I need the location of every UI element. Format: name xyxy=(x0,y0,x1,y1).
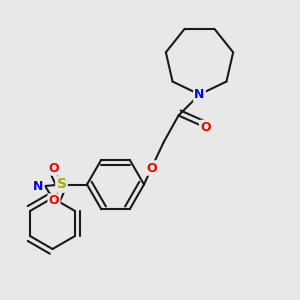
Text: O: O xyxy=(49,194,59,208)
Text: O: O xyxy=(49,161,59,175)
Text: H: H xyxy=(33,181,42,191)
Text: N: N xyxy=(194,88,205,101)
Text: O: O xyxy=(200,121,211,134)
Text: N: N xyxy=(33,179,44,193)
Text: O: O xyxy=(146,161,157,175)
Text: S: S xyxy=(56,178,67,191)
